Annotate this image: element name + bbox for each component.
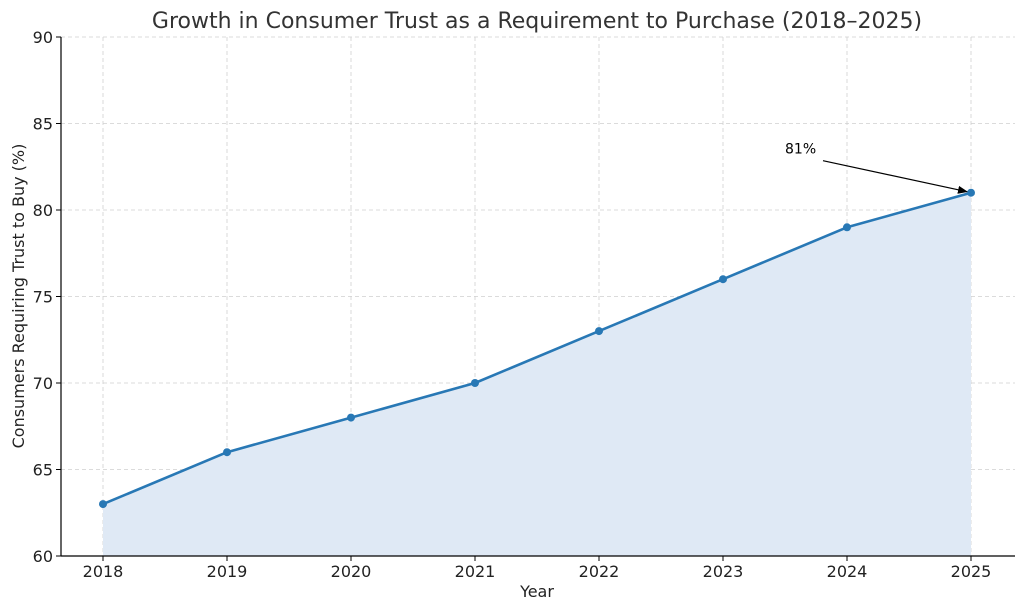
y-tick-label: 60 xyxy=(33,547,53,566)
annotation-arrow xyxy=(822,160,968,194)
data-point xyxy=(719,275,727,284)
y-tick-label: 90 xyxy=(33,28,53,47)
y-axis-label: Consumers Requiring Trust to Buy (%) xyxy=(9,144,28,449)
y-tick-label: 85 xyxy=(33,115,53,134)
annotation-label: 81% xyxy=(785,142,816,158)
annotation-layer: 81% xyxy=(785,142,968,194)
x-tick-label: 2018 xyxy=(83,562,124,581)
x-tick-label: 2024 xyxy=(827,562,868,581)
x-tick-label: 2022 xyxy=(579,562,620,581)
chart-title: Growth in Consumer Trust as a Requiremen… xyxy=(152,9,922,34)
series-line xyxy=(102,191,972,506)
y-tick-label: 65 xyxy=(33,461,53,480)
data-point xyxy=(223,448,231,457)
data-point xyxy=(347,413,355,422)
axes-layer xyxy=(56,36,1015,561)
y-tick-label: 70 xyxy=(33,374,53,393)
marker-layer xyxy=(99,188,975,509)
area-fill xyxy=(103,192,971,556)
x-tick-label: 2019 xyxy=(207,562,248,581)
x-tick-label: 2021 xyxy=(455,562,496,581)
data-point xyxy=(471,379,479,387)
y-tick-label: 80 xyxy=(33,201,53,220)
y-tick-label: 75 xyxy=(33,288,53,307)
data-point xyxy=(967,188,975,197)
area-layer xyxy=(103,192,971,556)
y-tick-labels: 60 65 70 75 80 85 90 xyxy=(33,28,53,566)
data-point xyxy=(595,327,603,336)
data-point xyxy=(843,223,851,232)
x-axis-label: Year xyxy=(519,582,554,601)
x-tick-label: 2020 xyxy=(331,562,372,581)
x-tick-labels: 2018 2019 2020 2021 2022 2023 2024 2025 xyxy=(83,562,992,581)
line-layer xyxy=(102,191,972,506)
x-tick-label: 2025 xyxy=(951,562,992,581)
data-point xyxy=(99,500,107,509)
x-tick-label: 2023 xyxy=(703,562,744,581)
